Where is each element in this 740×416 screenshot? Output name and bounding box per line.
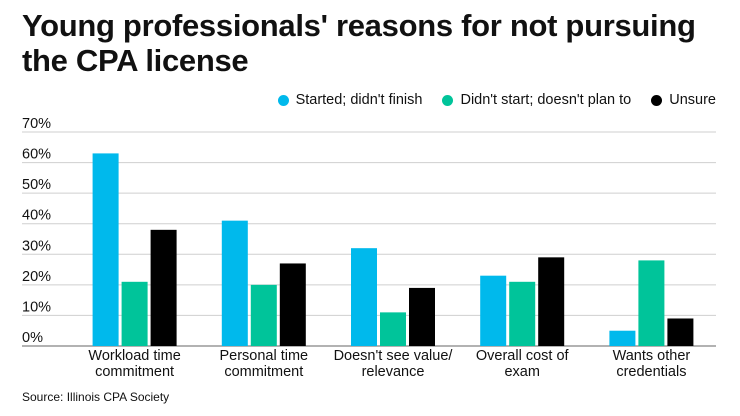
x-category-label: Wants other credentials <box>613 348 691 380</box>
x-category-label-line: Wants other <box>613 348 691 364</box>
x-category-label-line: relevance <box>362 364 425 380</box>
x-category-label-line: commitment <box>224 364 303 380</box>
y-tick-label: 30% <box>22 238 51 254</box>
x-category-label-line: Personal time <box>219 348 308 364</box>
legend-label-didnt-start: Didn't start; doesn't plan to <box>460 92 632 108</box>
bar <box>409 287 435 346</box>
legend-swatch-didnt-start <box>442 94 454 106</box>
x-category-label: Overall cost of exam <box>476 348 570 380</box>
x-category-label: Doesn't see value/relevance <box>334 348 454 380</box>
y-tick-label: 40% <box>22 208 51 224</box>
bar <box>121 281 148 346</box>
x-category-label-line: Doesn't see value/ <box>334 348 454 364</box>
source-note: Source: Illinois CPA Society <box>22 390 170 404</box>
x-category-label-line: credentials <box>616 364 686 380</box>
bar <box>609 330 636 346</box>
bar <box>380 312 406 346</box>
chart-title: Young professionals' reasons for not pur… <box>22 8 696 78</box>
bar <box>221 220 248 346</box>
bar <box>150 229 177 346</box>
bar <box>538 257 565 346</box>
bar <box>351 248 377 346</box>
x-category-label-line: commitment <box>95 364 174 380</box>
y-tick-label: 70% <box>22 116 51 132</box>
legend-item-didnt-start: Didn't start; doesn't plan to <box>442 92 631 108</box>
x-category-label-line: Overall cost of <box>476 348 570 364</box>
bar <box>667 318 694 346</box>
legend: Started; didn't finish Didn't start; doe… <box>277 92 716 108</box>
x-category-label-line: Workload time <box>88 348 180 364</box>
x-category-label: Workload time commitment <box>88 348 180 380</box>
bar <box>279 263 306 346</box>
bar <box>480 275 507 346</box>
bar <box>250 284 277 346</box>
bar <box>92 153 119 346</box>
x-category-label-line: exam <box>504 364 539 380</box>
x-category-label: Personal time commitment <box>219 348 308 380</box>
y-tick-label: 60% <box>22 147 51 163</box>
y-tick-label: 10% <box>22 299 51 315</box>
legend-swatch-started <box>277 94 289 106</box>
y-tick-label: 20% <box>22 269 51 285</box>
bar <box>638 260 665 346</box>
legend-swatch-unsure <box>651 94 663 106</box>
legend-item-started: Started; didn't finish <box>277 92 423 108</box>
y-tick-label: 50% <box>22 177 51 193</box>
legend-label-started: Started; didn't finish <box>295 92 423 108</box>
bar <box>509 281 536 346</box>
y-tick-label: 0% <box>22 330 43 346</box>
legend-label-unsure: Unsure <box>669 92 716 108</box>
legend-item-unsure: Unsure <box>651 92 716 108</box>
